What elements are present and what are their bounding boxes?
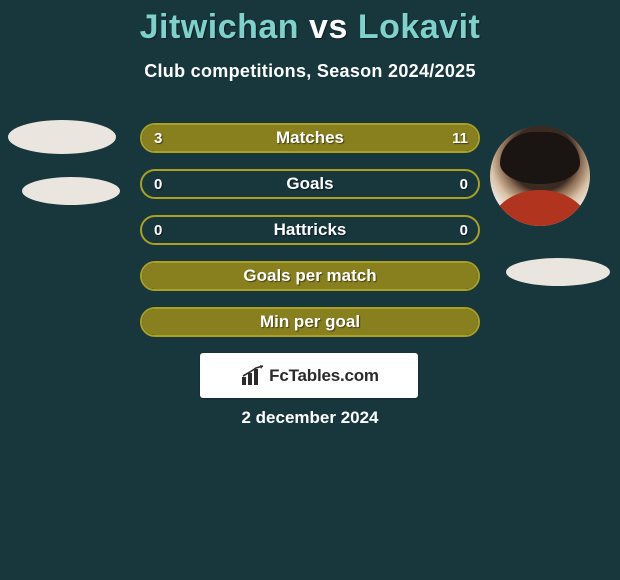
player2-avatar-shadow bbox=[506, 258, 610, 286]
stat-value-right: 11 bbox=[452, 125, 468, 151]
subtitle: Club competitions, Season 2024/2025 bbox=[0, 61, 620, 82]
stat-label: Hattricks bbox=[142, 217, 478, 243]
stat-value-left: 0 bbox=[154, 171, 162, 197]
stat-label: Goals bbox=[142, 171, 478, 197]
stat-row: Min per goal bbox=[140, 307, 480, 337]
stat-value-left: 3 bbox=[154, 125, 162, 151]
stat-value-left: 0 bbox=[154, 217, 162, 243]
vs-separator: vs bbox=[309, 8, 348, 46]
logo-text: FcTables.com bbox=[269, 366, 379, 386]
chart-icon bbox=[239, 365, 267, 387]
player1-name: Jitwichan bbox=[140, 8, 299, 46]
stat-row: Goals0 0 bbox=[140, 169, 480, 199]
player1-avatar-placeholder bbox=[8, 120, 116, 154]
stat-value-right: 0 bbox=[460, 171, 468, 197]
player2-avatar bbox=[490, 126, 590, 226]
player1-avatar-shadow bbox=[22, 177, 120, 205]
date-label: 2 december 2024 bbox=[0, 408, 620, 428]
fctables-logo: FcTables.com bbox=[200, 353, 418, 398]
stat-value-right: 0 bbox=[460, 217, 468, 243]
left-fill bbox=[142, 263, 478, 289]
stat-rows-container: Matches311Goals00Hattricks00Goals per ma… bbox=[140, 123, 480, 353]
stat-row: Matches311 bbox=[140, 123, 480, 153]
left-fill bbox=[142, 309, 478, 335]
player2-name: Lokavit bbox=[358, 8, 481, 46]
stat-row: Goals per match bbox=[140, 261, 480, 291]
comparison-title: Jitwichan vs Lokavit bbox=[0, 0, 620, 47]
left-fill bbox=[142, 125, 206, 151]
stat-row: Hattricks0 0 bbox=[140, 215, 480, 245]
right-fill bbox=[206, 125, 478, 151]
